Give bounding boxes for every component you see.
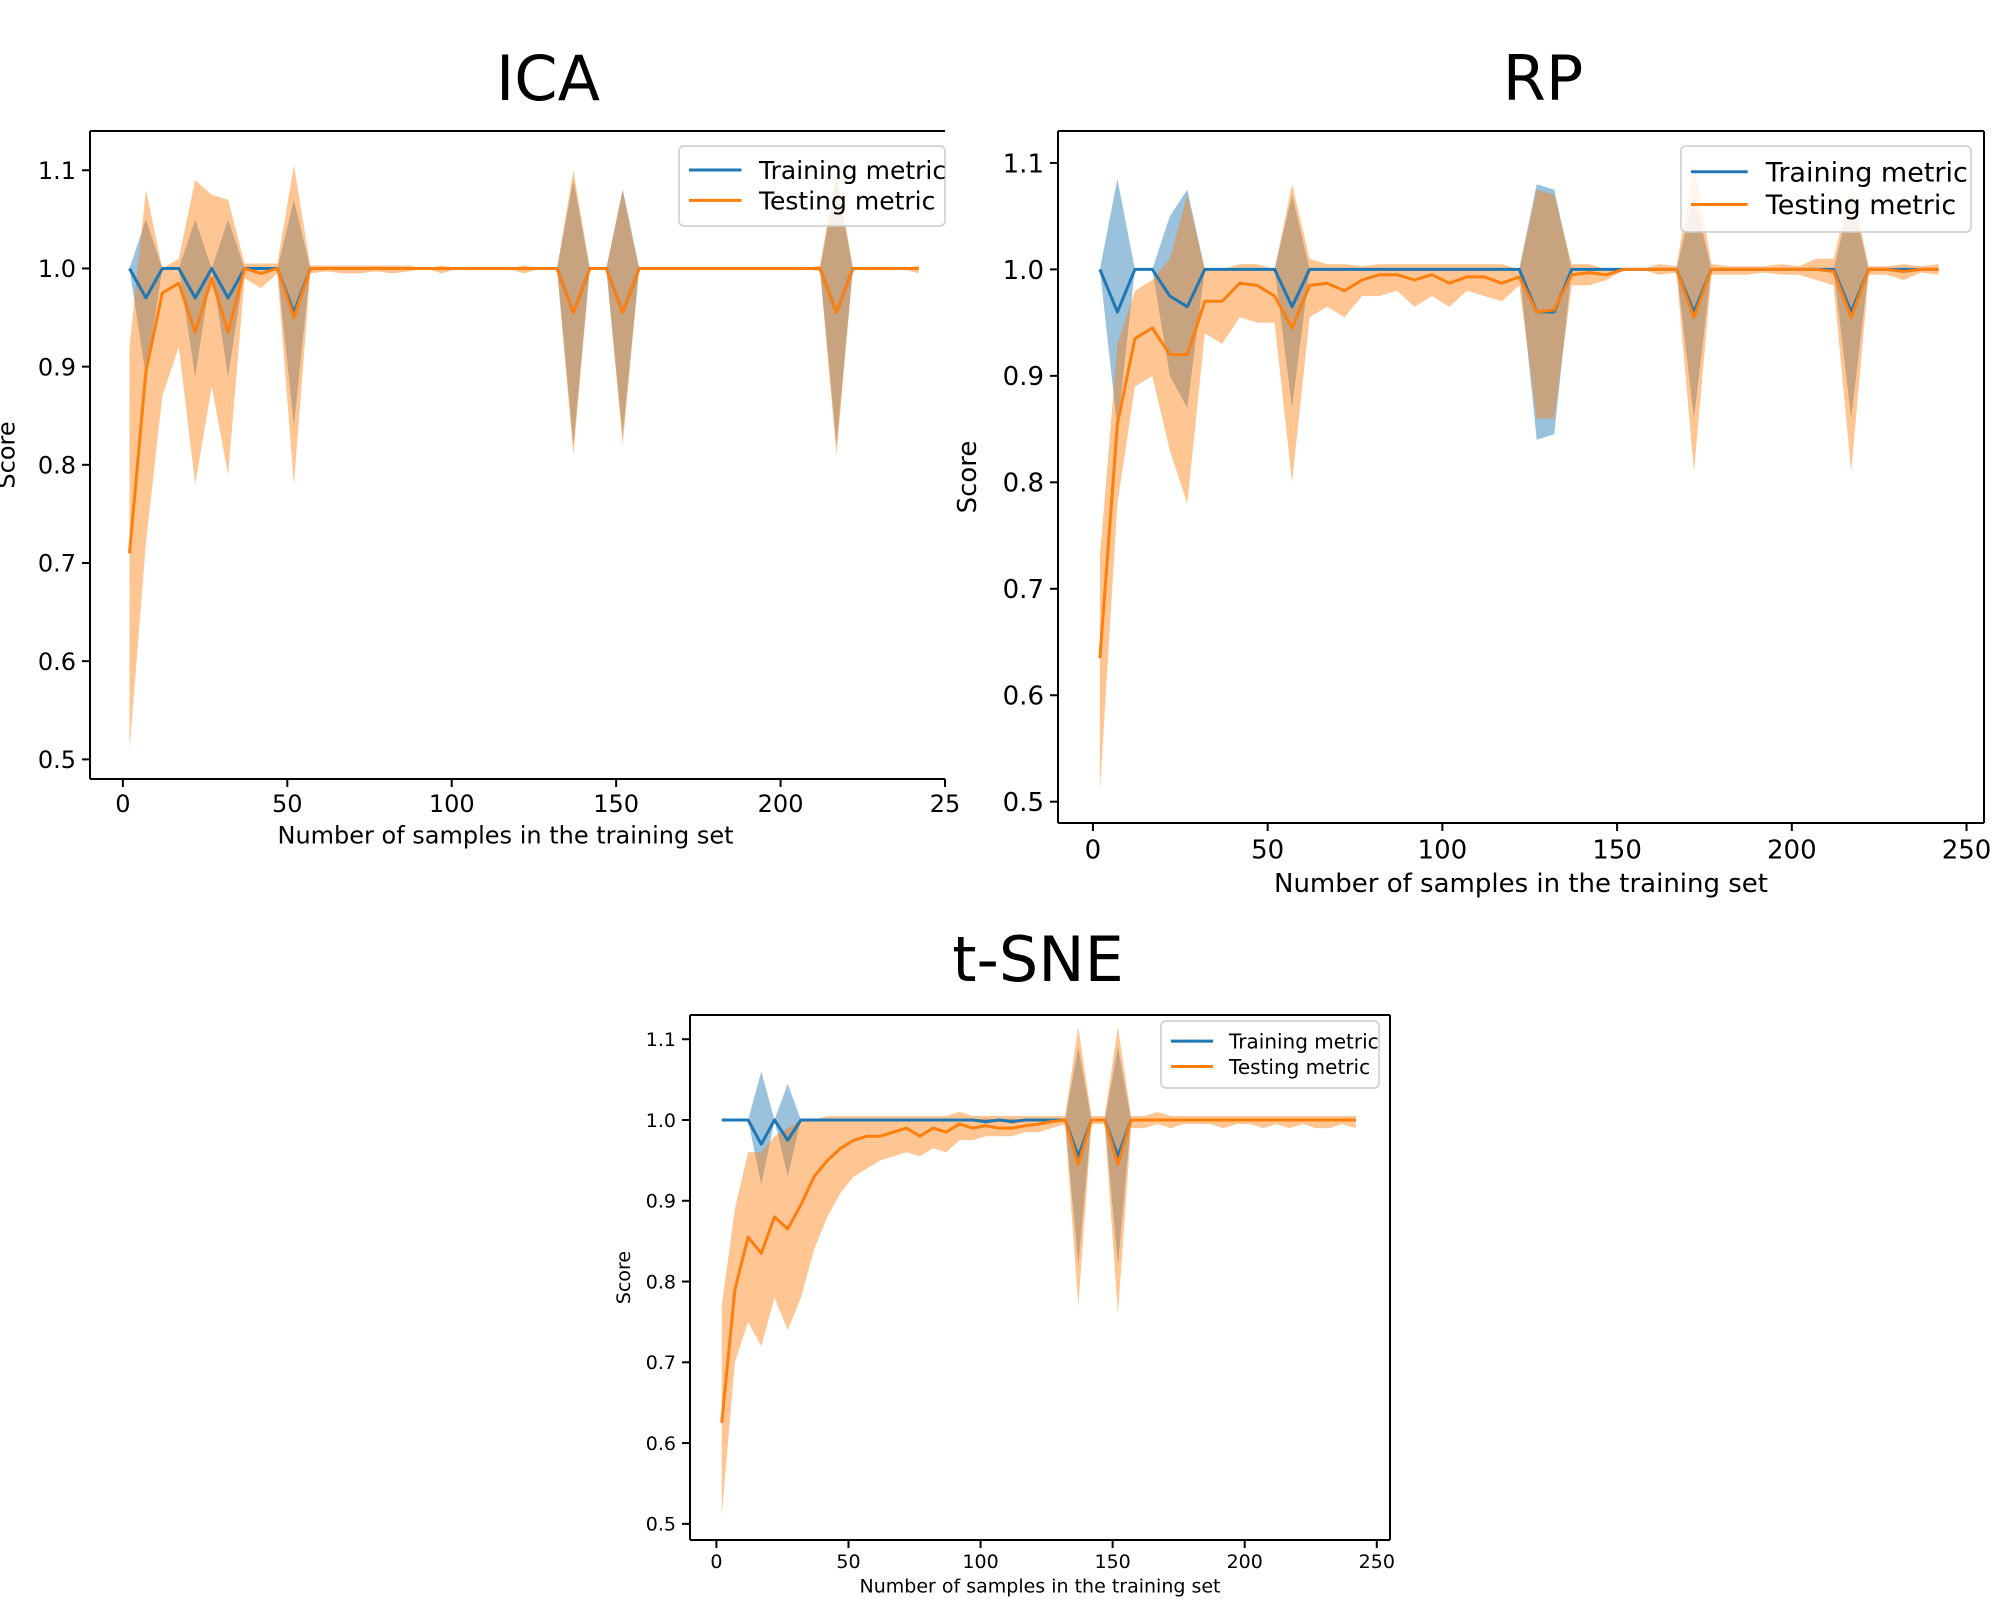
ica-axes-frame [89, 130, 945, 780]
rp-xtick-label: 0 [1085, 835, 1102, 865]
rp-plot-area [1098, 162, 1939, 792]
tsne-chart-panel: 0 50 100 150 200 250 0.5 0.6 0.7 0.8 0.9 1.0 1.1 Numb… [613, 1014, 1395, 1598]
ica-xtick-label: 150 [593, 790, 639, 818]
tsne-line-testing [720, 1118, 1356, 1424]
rp-band-training [1099, 178, 1939, 440]
ica-xtick-label: 100 [429, 790, 475, 818]
rp-axes-frame [1057, 130, 1985, 824]
ica-y-axis-label: Score [0, 421, 20, 488]
tsne-xtick-label: 0 [710, 1551, 722, 1573]
rp-xtick-label: 200 [1767, 835, 1817, 865]
ica-chart-panel: 0 50 100 150 200 25 0.5 0.6 0.7 0.8 0.9 1.0 1.1 Numbe… [0, 130, 961, 849]
tsne-xtick-label: 250 [1359, 1551, 1395, 1573]
ica-legend-label-testing: Testing metric [758, 186, 935, 215]
rp-ytick-label: 0.6 [1003, 682, 1044, 712]
ica-ytick-label: 0.8 [38, 451, 76, 479]
chart-title-ica: ICA [496, 42, 600, 115]
tsne-ytick-label: 0.6 [646, 1433, 676, 1455]
tsne-xtick-label: 50 [836, 1551, 860, 1573]
chart-title-rp: RP [1503, 42, 1583, 115]
ica-ytick-label: 0.7 [38, 550, 76, 578]
tsne-axes-frame [689, 1014, 1391, 1541]
rp-xtick-label: 100 [1418, 835, 1468, 865]
rp-legend-label-training: Training metric [1765, 158, 1968, 189]
ica-plot-area [128, 165, 919, 750]
ica-xtick-label: 200 [758, 790, 804, 818]
tsne-x-axis-label: Number of samples in the training set [860, 1576, 1221, 1598]
chart-title-tsne: t-SNE [952, 923, 1124, 996]
tsne-ytick-label: 1.0 [646, 1110, 676, 1132]
tsne-legend-label-training: Training metric [1228, 1029, 1379, 1053]
ica-line-testing [128, 267, 919, 554]
tsne-band-testing [721, 1027, 1356, 1516]
ica-xtick-label: 0 [115, 790, 130, 818]
rp-y-axis-label: Score [953, 441, 983, 514]
rp-xtick-label: 150 [1592, 835, 1642, 865]
rp-xtick-label: 250 [1942, 835, 1992, 865]
rp-chart-panel: 0 50 100 150 200 250 0.5 0.6 0.7 0.8 0.9 1.0 1.1 Numb… [953, 130, 1992, 899]
tsne-ytick-label: 0.8 [646, 1271, 676, 1293]
tsne-xtick-label: 200 [1227, 1551, 1263, 1573]
tsne-plot-area [720, 1027, 1356, 1516]
ica-xtick-label: 50 [272, 790, 303, 818]
rp-ytick-label: 1.1 [1003, 149, 1044, 179]
ica-xtick-label: 25 [930, 790, 961, 818]
ica-ytick-label: 0.9 [38, 353, 76, 381]
tsne-ytick-label: 0.5 [646, 1514, 676, 1536]
ica-ytick-label: 1.0 [38, 255, 76, 283]
ica-band-testing [129, 165, 919, 750]
tsne-legend-label-testing: Testing metric [1228, 1055, 1370, 1079]
tsne-y-axis-label: Score [613, 1251, 635, 1304]
ica-legend-label-training: Training metric [758, 156, 946, 185]
rp-ytick-label: 0.8 [1003, 469, 1044, 499]
rp-band-testing [1099, 162, 1939, 792]
ica-ytick-label: 0.5 [38, 746, 76, 774]
ica-ytick-label: 0.6 [38, 648, 76, 676]
rp-xtick-label: 50 [1251, 835, 1284, 865]
tsne-xtick-label: 100 [962, 1551, 998, 1573]
tsne-ytick-label: 0.7 [646, 1352, 676, 1374]
rp-legend-label-testing: Testing metric [1765, 190, 1956, 221]
ica-x-axis-label: Number of samples in the training set [278, 821, 734, 849]
rp-ytick-label: 0.5 [1003, 788, 1044, 818]
rp-ytick-label: 1.0 [1003, 256, 1044, 286]
rp-line-testing [1098, 267, 1939, 659]
tsne-ytick-label: 1.1 [646, 1029, 676, 1051]
rp-ytick-label: 0.7 [1003, 575, 1044, 605]
rp-ytick-label: 0.9 [1003, 362, 1044, 392]
tsne-xtick-label: 150 [1095, 1551, 1131, 1573]
rp-x-axis-label: Number of samples in the training set [1274, 869, 1768, 899]
tsne-ytick-label: 0.9 [646, 1191, 676, 1213]
ica-ytick-label: 1.1 [38, 157, 76, 185]
